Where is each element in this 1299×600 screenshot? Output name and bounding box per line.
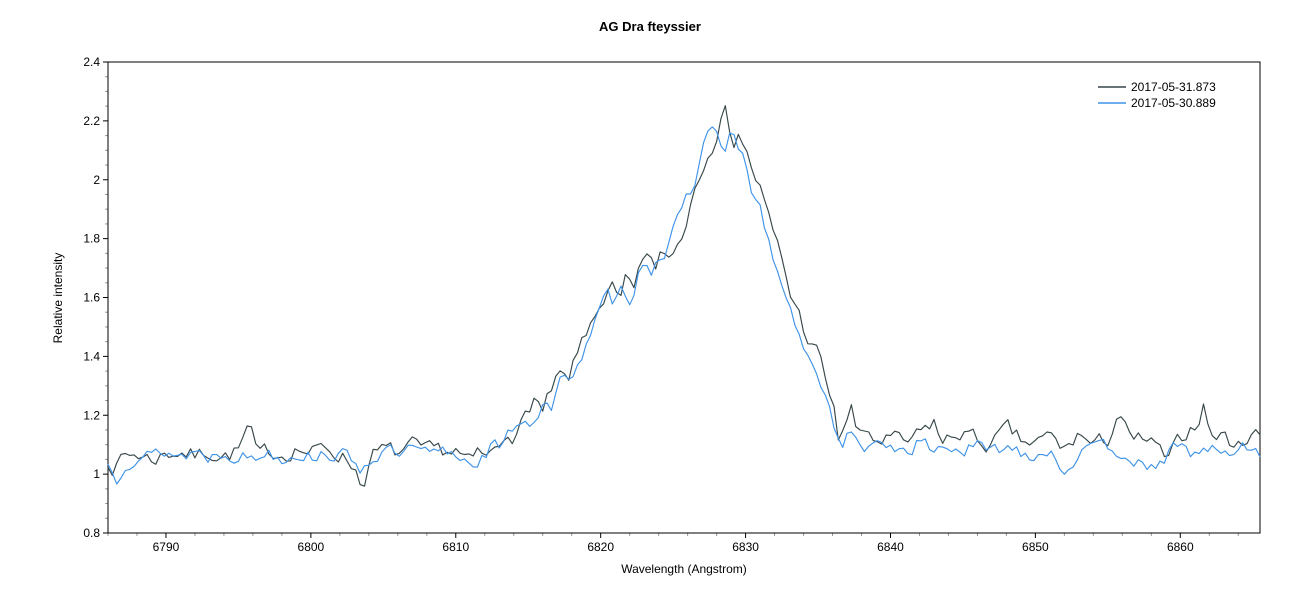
series-lines bbox=[107, 105, 1261, 487]
legend-label-series1: 2017-05-31.873 bbox=[1131, 80, 1216, 94]
minor-ticks bbox=[105, 76, 1239, 536]
y-tick-label: 2.2 bbox=[83, 114, 100, 128]
y-axis-label: Relative intensity bbox=[51, 253, 65, 344]
x-tick-label: 6850 bbox=[1022, 540, 1049, 554]
x-tick-label: 6860 bbox=[1167, 540, 1194, 554]
y-tick-label: 1.8 bbox=[83, 232, 100, 246]
x-tick-label: 6820 bbox=[587, 540, 614, 554]
y-tick-label: 1 bbox=[93, 467, 100, 481]
tick-labels: 6790 6800 6810 6820 6830 6840 6850 6860 0.8 1 1.2 1… bbox=[83, 55, 1194, 554]
legend-label-series2: 2017-05-30.889 bbox=[1131, 96, 1216, 110]
y-tick-label: 2 bbox=[93, 173, 100, 187]
x-tick-label: 6800 bbox=[298, 540, 325, 554]
series-line-2 bbox=[107, 126, 1261, 485]
y-tick-label: 1.2 bbox=[83, 408, 100, 422]
series-line-1 bbox=[107, 105, 1261, 487]
x-tick-label: 6810 bbox=[442, 540, 469, 554]
y-tick-label: 1.4 bbox=[83, 349, 100, 363]
chart-title: AG Dra fteyssier bbox=[599, 19, 701, 34]
x-tick-label: 6790 bbox=[153, 540, 180, 554]
major-ticks bbox=[103, 61, 1181, 538]
legend: 2017-05-31.873 2017-05-30.889 bbox=[1098, 80, 1216, 110]
plot-area-border bbox=[107, 61, 1261, 534]
y-tick-label: 1.6 bbox=[83, 291, 100, 305]
y-tick-label: 2.4 bbox=[83, 55, 100, 69]
y-tick-label: 0.8 bbox=[83, 526, 100, 540]
x-tick-label: 6830 bbox=[732, 540, 759, 554]
x-tick-label: 6840 bbox=[877, 540, 904, 554]
x-axis-label: Wavelength (Angstrom) bbox=[621, 562, 747, 576]
